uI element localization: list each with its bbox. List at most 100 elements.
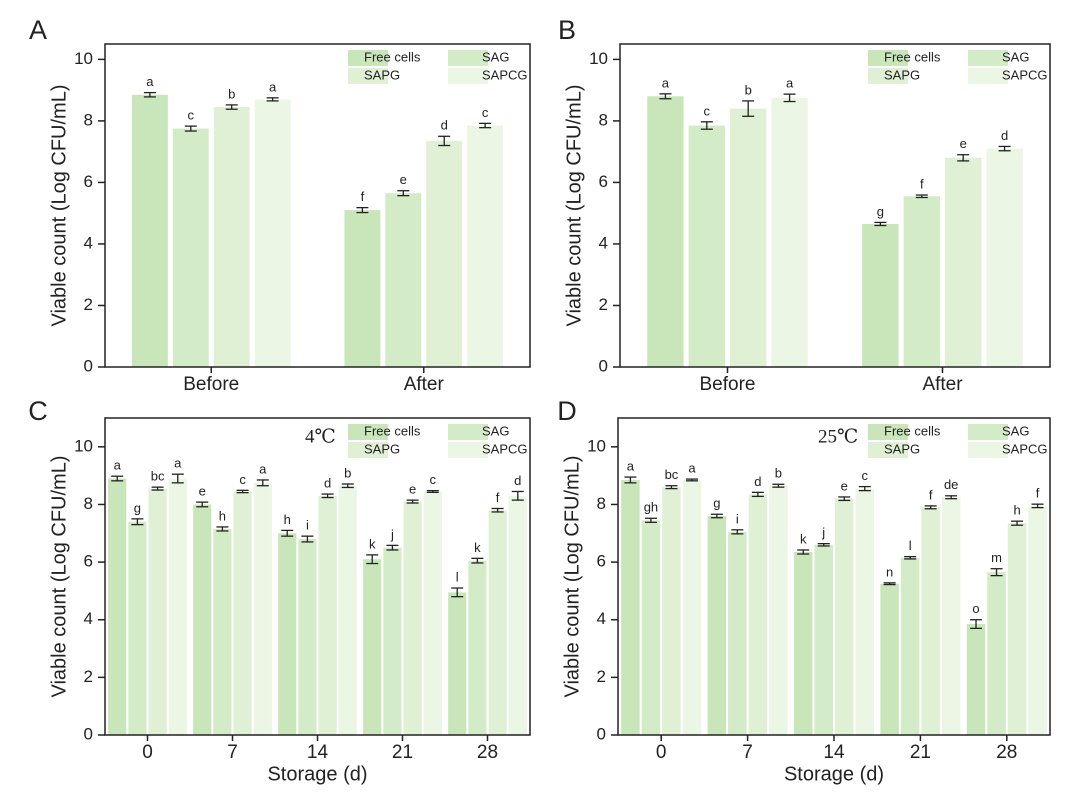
legend-label: SAPCG xyxy=(1002,67,1048,82)
legend-label: Free cells xyxy=(884,423,941,438)
bar xyxy=(880,583,899,735)
significance-letter: b xyxy=(745,82,752,97)
x-tick-label: 7 xyxy=(742,742,753,763)
legend-swatch xyxy=(868,68,908,84)
error-bar xyxy=(131,518,144,526)
bar xyxy=(793,552,813,735)
error-bar xyxy=(665,485,678,490)
legend-swatch xyxy=(348,50,388,66)
bar xyxy=(1028,505,1047,735)
significance-letter: bc xyxy=(665,467,679,482)
bar xyxy=(426,140,463,367)
y-tick-label: 4 xyxy=(84,233,93,252)
legend-swatch xyxy=(348,442,388,458)
significance-letter: c xyxy=(430,472,437,487)
bar xyxy=(148,488,167,735)
significance-letter: g xyxy=(134,500,141,515)
y-tick-label: 0 xyxy=(599,356,608,375)
bar xyxy=(682,479,702,735)
x-tick-label: After xyxy=(922,374,963,395)
bar xyxy=(131,94,168,367)
significance-letter: de xyxy=(944,477,958,492)
error-bar xyxy=(281,529,294,537)
significance-letter: i xyxy=(306,518,309,533)
bar xyxy=(728,531,747,735)
panel-label: B xyxy=(558,15,576,45)
bar xyxy=(233,491,252,735)
legend-label: SAPCG xyxy=(482,67,528,82)
significance-letter: bc xyxy=(151,469,165,484)
legend-swatch xyxy=(348,424,388,440)
bar xyxy=(688,125,725,368)
y-tick-label: 2 xyxy=(597,667,606,686)
error-bar xyxy=(924,505,937,510)
error-bar xyxy=(797,549,810,555)
significance-letter: e xyxy=(199,484,206,499)
bar xyxy=(318,495,337,735)
legend-label: SAPG xyxy=(884,67,920,82)
legend-swatch xyxy=(448,424,488,440)
bar xyxy=(771,97,808,367)
bar xyxy=(508,495,527,735)
error-bar xyxy=(256,479,269,487)
bar xyxy=(168,478,187,735)
significance-letter: d xyxy=(754,474,761,489)
significance-letter: d xyxy=(324,476,331,491)
legend-label: SAPG xyxy=(364,441,400,456)
significance-letter: c xyxy=(862,468,869,483)
error-bar xyxy=(904,555,917,560)
x-tick-label: Before xyxy=(183,374,239,395)
error-bar xyxy=(998,145,1011,152)
significance-letter: a xyxy=(627,459,635,474)
error-bar xyxy=(366,554,379,565)
error-bar xyxy=(341,483,354,489)
y-axis-label: Viable count (Log CFU/mL) xyxy=(563,85,585,327)
y-tick-label: 6 xyxy=(597,552,606,571)
error-bar xyxy=(710,513,723,519)
significance-letter: b xyxy=(228,86,235,101)
error-bar xyxy=(644,517,657,523)
significance-letter: i xyxy=(736,511,739,526)
bar xyxy=(987,572,1006,735)
legend-swatch xyxy=(968,424,1008,440)
error-bar xyxy=(171,473,184,484)
significance-letter: m xyxy=(991,550,1002,565)
x-axis-label: Storage (d) xyxy=(267,763,367,785)
error-bar xyxy=(838,496,851,502)
legend-label: Free cells xyxy=(364,423,421,438)
legend-label: SAG xyxy=(482,423,509,438)
x-tick-label: Before xyxy=(700,374,756,395)
error-bar xyxy=(479,122,492,129)
significance-letter: d xyxy=(441,118,448,133)
plot-frame xyxy=(104,43,531,368)
bar xyxy=(128,521,147,735)
error-bar xyxy=(731,529,744,535)
error-bar xyxy=(915,194,928,199)
x-tick-label: 0 xyxy=(656,742,667,763)
error-bar xyxy=(624,476,637,484)
error-bar xyxy=(196,501,209,508)
significance-letter: c xyxy=(188,108,195,123)
error-bar xyxy=(438,135,451,147)
bar xyxy=(383,547,402,735)
error-bar xyxy=(143,91,156,98)
error-bar xyxy=(772,483,785,488)
error-bar xyxy=(659,93,672,100)
bar xyxy=(254,99,291,367)
significance-letter: d xyxy=(514,473,521,488)
error-bar xyxy=(451,587,464,598)
error-bar xyxy=(700,121,713,130)
error-bar xyxy=(266,97,279,102)
bar xyxy=(966,624,986,735)
panel-label: D xyxy=(557,396,577,426)
significance-letter: h xyxy=(219,508,226,523)
legend-swatch xyxy=(868,424,908,440)
error-bar xyxy=(426,489,439,494)
significance-letter: a xyxy=(146,74,154,89)
legend-swatch xyxy=(868,50,908,66)
bar xyxy=(921,507,940,735)
significance-letter: a xyxy=(174,456,182,471)
y-axis-label: Viable count (Log CFU/mL) xyxy=(48,456,70,698)
bar xyxy=(1007,523,1027,735)
significance-letter: f xyxy=(920,176,924,191)
